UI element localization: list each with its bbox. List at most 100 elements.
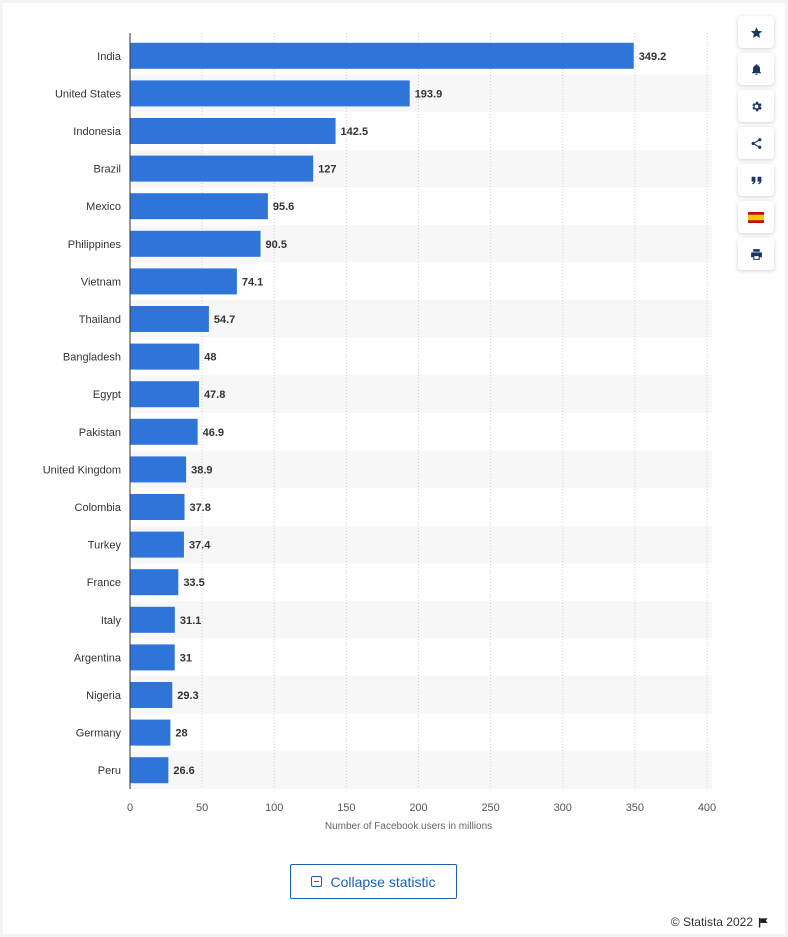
bar[interactable] [130, 456, 187, 483]
category-labels: India United States Indonesia Brazil Mexico P… [43, 51, 122, 777]
bar[interactable] [130, 155, 314, 182]
bar[interactable] [130, 193, 268, 220]
category-label: Turkey [88, 540, 122, 552]
bar[interactable] [130, 118, 336, 144]
favorite-button[interactable] [738, 16, 774, 48]
category-label: Philippines [68, 239, 122, 251]
bar[interactable] [130, 682, 173, 708]
category-label: Brazil [93, 164, 121, 176]
notification-button[interactable] [738, 53, 774, 85]
bar[interactable] [130, 757, 169, 784]
value-label: 46.9 [203, 427, 224, 439]
value-label: 33.5 [183, 577, 204, 589]
category-label: Mexico [86, 201, 121, 213]
x-tick-label: 100 [265, 802, 283, 814]
bar[interactable] [130, 306, 209, 332]
value-label: 193.9 [415, 88, 443, 100]
bell-icon [751, 63, 761, 75]
bar[interactable] [130, 80, 410, 107]
collapse-label: Collapse statistic [330, 873, 436, 890]
bar-chart: India United States Indonesia Brazil Mexico P… [43, 33, 716, 832]
x-tick-label: 200 [409, 802, 427, 814]
category-label: Germany [76, 728, 122, 740]
category-label: Colombia [75, 502, 122, 514]
row-stripes [130, 74, 712, 789]
bar[interactable] [130, 494, 185, 520]
value-label: 37.4 [189, 540, 211, 552]
quote-icon [751, 176, 761, 184]
value-label: 31.1 [180, 615, 201, 627]
share-button[interactable] [738, 127, 774, 159]
row-stripe [130, 601, 712, 639]
category-label: Italy [101, 615, 122, 627]
category-label: United Kingdom [43, 464, 121, 476]
x-tick-label: 250 [481, 802, 499, 814]
cite-button[interactable] [738, 164, 774, 196]
row-stripe [130, 751, 712, 789]
value-label: 47.8 [204, 389, 225, 401]
value-label: 74.1 [242, 276, 263, 288]
category-label: United States [55, 88, 122, 100]
side-toolbar [738, 16, 774, 270]
value-label: 127 [318, 164, 336, 176]
value-label: 26.6 [173, 765, 194, 777]
bar[interactable] [130, 606, 175, 633]
value-label: 29.3 [177, 690, 198, 702]
x-tick-label: 0 [127, 802, 133, 814]
category-label: Peru [98, 765, 121, 777]
x-tick-label: 150 [337, 802, 355, 814]
bar[interactable] [130, 230, 261, 257]
report-flag-icon[interactable] [758, 917, 769, 928]
bar[interactable] [130, 418, 198, 445]
print-button[interactable] [738, 238, 774, 270]
category-label: France [87, 577, 121, 589]
gear-icon [751, 101, 762, 111]
bar[interactable] [130, 381, 199, 408]
value-label: 38.9 [191, 464, 212, 476]
value-label: 90.5 [266, 239, 287, 251]
share-icon [751, 137, 761, 149]
minus-square-icon [311, 876, 323, 887]
bars [130, 42, 634, 784]
bar[interactable] [130, 719, 171, 746]
row-stripe [130, 375, 712, 413]
value-label: 37.8 [190, 502, 211, 514]
value-labels: 349.2 193.9 142.5 127 95.6 90.5 74.1 54.7 48 47.8… [173, 51, 666, 777]
category-label: Nigeria [86, 690, 122, 702]
value-label: 95.6 [273, 201, 294, 213]
category-label: Argentina [74, 652, 122, 664]
bar[interactable] [130, 531, 184, 558]
footer-credit: © Statista 2022 [671, 915, 769, 929]
bar[interactable] [130, 644, 175, 671]
value-label: 48 [204, 352, 216, 364]
category-label: Indonesia [73, 126, 122, 138]
credit-text: © Statista 2022 [670, 915, 753, 929]
collapse-statistic-button[interactable]: Collapse statistic [290, 864, 457, 899]
row-stripe [130, 676, 712, 714]
row-stripe [130, 525, 712, 564]
category-label: Bangladesh [63, 352, 121, 364]
bar[interactable] [130, 569, 179, 596]
x-axis-title: Number of Facebook users in millions [325, 821, 492, 832]
category-label: Egypt [93, 389, 121, 401]
x-tick-labels: 0 50 100 150 200 250 300 350 400 [127, 802, 716, 814]
category-label: Thailand [79, 314, 121, 326]
language-button[interactable] [738, 201, 774, 233]
chart-card: India United States Indonesia Brazil Mexico P… [3, 3, 785, 934]
category-label: India [97, 51, 122, 63]
row-stripe [130, 450, 712, 489]
value-label: 349.2 [639, 51, 667, 63]
bar[interactable] [130, 343, 200, 370]
x-tick-label: 350 [626, 802, 644, 814]
bar[interactable] [130, 42, 634, 69]
star-icon [750, 26, 762, 38]
settings-button[interactable] [738, 90, 774, 122]
spanish-flag-icon [748, 211, 764, 223]
bar[interactable] [130, 268, 237, 295]
x-tick-label: 300 [554, 802, 572, 814]
category-label: Vietnam [81, 276, 121, 288]
category-label: Pakistan [79, 427, 121, 439]
x-tick-label: 50 [196, 802, 208, 814]
value-label: 142.5 [341, 126, 369, 138]
value-label: 31 [180, 652, 192, 664]
